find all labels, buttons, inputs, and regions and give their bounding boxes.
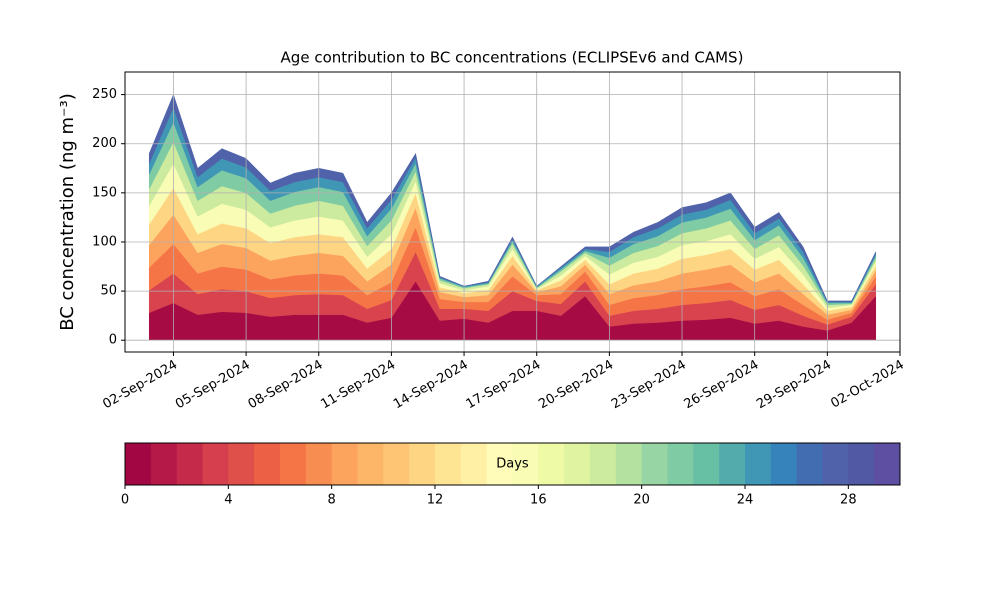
plot-frame bbox=[124, 71, 901, 353]
colorbar-swatch bbox=[305, 443, 333, 485]
x-tick-label: 11-Sep-2024 bbox=[318, 358, 398, 413]
colorbar-swatch bbox=[486, 443, 513, 485]
colorbar-swatch bbox=[254, 443, 281, 485]
colorbar-swatch bbox=[667, 443, 694, 485]
x-tick-label: 17-Sep-2024 bbox=[464, 358, 544, 413]
colorbar-swatch bbox=[615, 443, 643, 485]
y-axis-label: BC concentration (ng m⁻³) bbox=[57, 93, 78, 331]
x-tick-label: 14-Sep-2024 bbox=[391, 358, 471, 413]
x-tick-label: 20-Sep-2024 bbox=[536, 358, 616, 413]
y-tick-label: 250 bbox=[92, 87, 117, 102]
y-tick-label: 200 bbox=[92, 136, 117, 151]
colorbar-tick-label: 24 bbox=[737, 493, 754, 508]
colorbar-swatch bbox=[848, 443, 875, 485]
colorbar-tick-label: 4 bbox=[224, 493, 232, 508]
colorbar-swatch bbox=[564, 443, 591, 485]
x-tick-label: 29-Sep-2024 bbox=[754, 358, 834, 413]
colorbar-swatch bbox=[383, 443, 410, 485]
colorbar-tick-label: 0 bbox=[121, 493, 129, 508]
x-tick-label: 26-Sep-2024 bbox=[682, 358, 762, 413]
colorbar-swatch bbox=[125, 443, 152, 485]
x-tick-label: 02-Oct-2024 bbox=[828, 358, 906, 412]
y-tick-label: 0 bbox=[109, 333, 117, 348]
y-tick-label: 50 bbox=[100, 284, 117, 299]
y-tick-label: 150 bbox=[92, 185, 117, 200]
colorbar-swatch bbox=[719, 443, 746, 485]
colorbar-swatch bbox=[874, 443, 901, 485]
chart-title: Age contribution to BC concentrations (E… bbox=[281, 49, 744, 67]
colorbar-swatch bbox=[745, 443, 772, 485]
colorbar-swatch bbox=[641, 443, 668, 485]
x-tick-label: 02-Sep-2024 bbox=[100, 358, 180, 413]
x-tick-label: 05-Sep-2024 bbox=[173, 358, 253, 413]
colorbar-tick-label: 20 bbox=[633, 493, 650, 508]
colorbar-tick-label: 8 bbox=[328, 493, 336, 508]
colorbar-tick-label: 12 bbox=[427, 493, 444, 508]
area-band bbox=[148, 93, 877, 303]
colorbar-swatch bbox=[150, 443, 178, 485]
colorbar-swatch bbox=[357, 443, 384, 485]
colorbar-label: Days bbox=[496, 457, 529, 472]
colorbar-swatch bbox=[770, 443, 798, 485]
colorbar-swatch bbox=[202, 443, 229, 485]
x-tick-label: 08-Sep-2024 bbox=[246, 358, 326, 413]
colorbar-swatch bbox=[280, 443, 307, 485]
colorbar-swatch bbox=[693, 443, 720, 485]
colorbar-swatch bbox=[228, 443, 255, 485]
colorbar-swatch bbox=[590, 443, 617, 485]
colorbar-swatch bbox=[822, 443, 849, 485]
colorbar-swatch bbox=[512, 443, 539, 485]
colorbar-swatch bbox=[538, 443, 565, 485]
colorbar-swatch bbox=[435, 443, 462, 485]
y-tick-label: 100 bbox=[92, 234, 117, 249]
colorbar-swatch bbox=[176, 443, 203, 485]
colorbar-swatch bbox=[796, 443, 823, 485]
colorbar-swatch bbox=[409, 443, 436, 485]
colorbar-tick-label: 28 bbox=[840, 493, 857, 508]
colorbar-frame bbox=[124, 442, 901, 486]
colorbar-tick-label: 16 bbox=[530, 493, 547, 508]
colorbar-swatch bbox=[460, 443, 488, 485]
x-tick-label: 23-Sep-2024 bbox=[609, 358, 689, 413]
colorbar-swatch bbox=[331, 443, 358, 485]
